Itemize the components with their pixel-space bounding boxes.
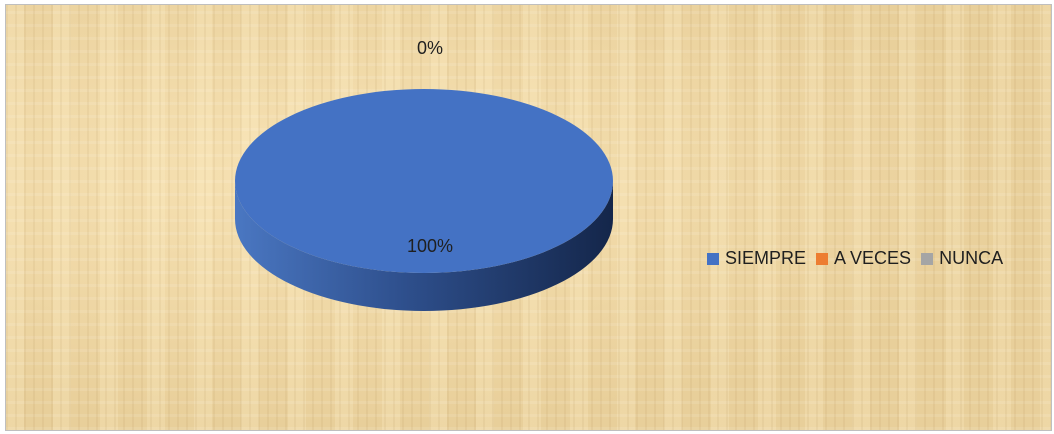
legend-item-siempre: SIEMPRE bbox=[707, 248, 806, 269]
pie-slice-side-siempre bbox=[235, 181, 613, 311]
legend-label-nunca: NUNCA bbox=[939, 248, 1004, 268]
legend-label-a-veces: A VECES bbox=[834, 248, 912, 268]
legend-item-nunca: NUNCA bbox=[921, 248, 1003, 269]
pie-slice-siempre bbox=[235, 89, 613, 273]
data-label-siempre: 100% bbox=[407, 236, 453, 256]
legend-label-siempre: SIEMPRE bbox=[725, 248, 807, 268]
legend-swatch-a-veces bbox=[816, 252, 829, 265]
legend-swatch-siempre bbox=[707, 252, 719, 265]
pie-chart: 100% 0% bbox=[235, 38, 613, 311]
legend-swatch-nunca bbox=[921, 252, 934, 265]
legend-item-a-veces: A VECES bbox=[816, 248, 911, 269]
chart-area: 100% 0% SIEMPRE A VECES NUNCA bbox=[5, 4, 1052, 431]
data-label-a-veces: 0% bbox=[417, 38, 443, 58]
legend: SIEMPRE A VECES NUNCA bbox=[707, 248, 1003, 269]
